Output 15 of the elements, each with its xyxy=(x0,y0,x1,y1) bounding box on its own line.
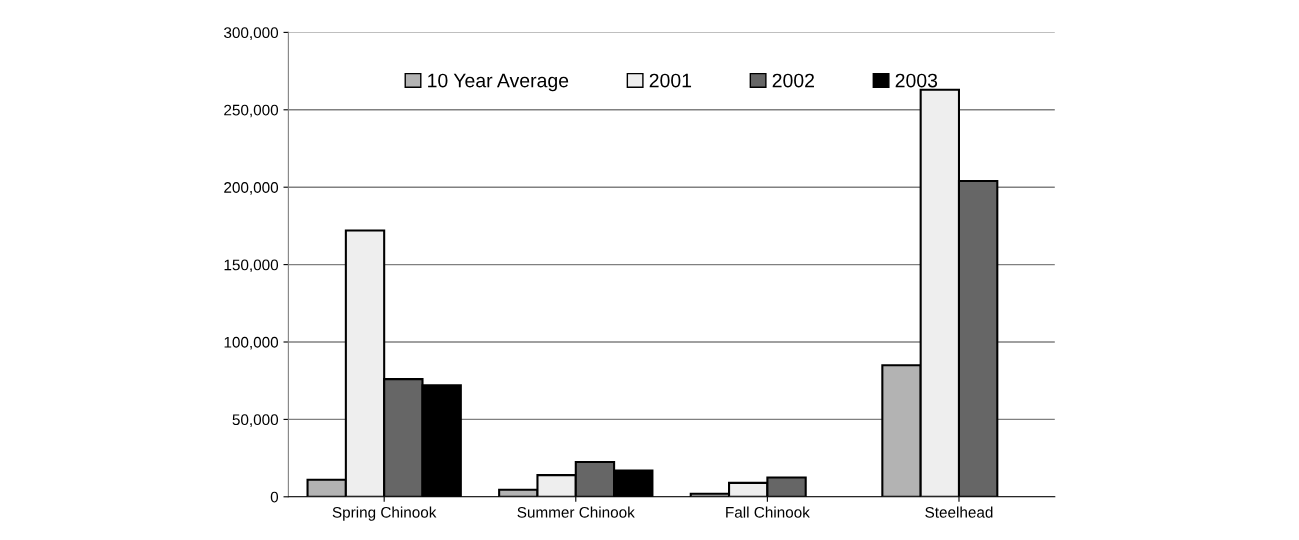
x-tick-label: Spring Chinook xyxy=(332,506,437,521)
legend-label: 2001 xyxy=(649,73,692,88)
y-tick-label: 0 xyxy=(270,491,279,503)
y-tick-label: 250,000 xyxy=(224,104,279,118)
legend-label: 2003 xyxy=(895,73,938,88)
y-tick-label: 150,000 xyxy=(224,259,279,273)
legend-label: 10 Year Average xyxy=(428,73,569,92)
y-tick-label: 50,000 xyxy=(232,414,279,427)
x-tick-label: Summer Chinook xyxy=(517,506,635,518)
y-tick-label: 200,000 xyxy=(224,182,279,195)
legend-label: 2002 xyxy=(772,73,814,88)
y-tick-label: 100,000 xyxy=(224,336,279,350)
x-tick-label: Fall Chinook xyxy=(726,506,810,518)
x-tick-label: Steelhead xyxy=(925,506,993,518)
y-tick-label: 300,000 xyxy=(224,27,279,40)
